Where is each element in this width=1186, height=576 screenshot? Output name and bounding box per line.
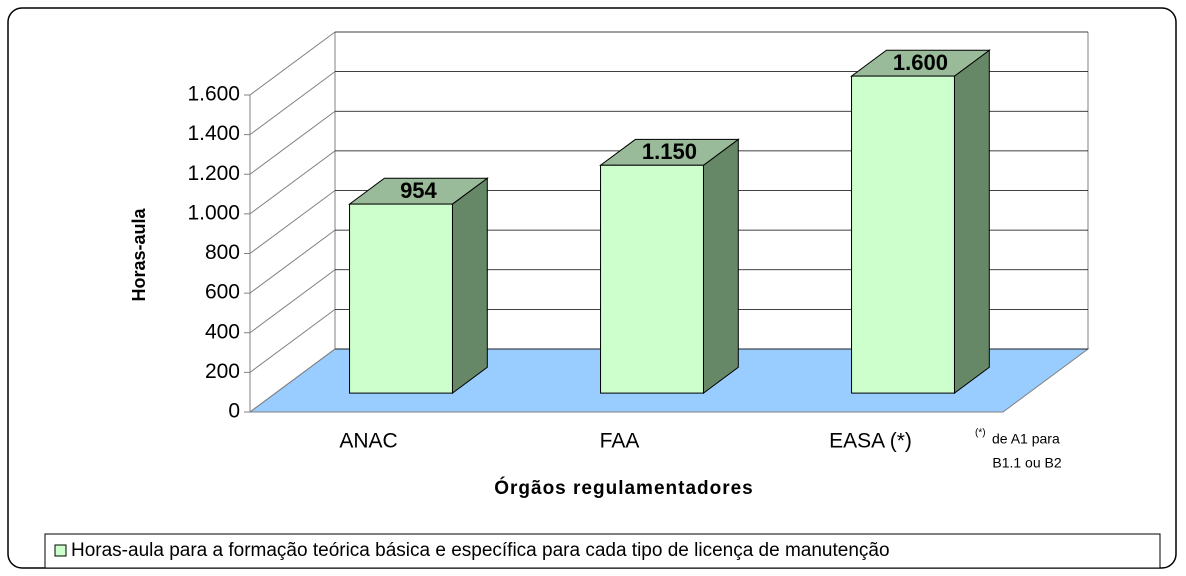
bar xyxy=(851,75,955,394)
legend-box xyxy=(44,533,1161,569)
grid-line xyxy=(249,71,336,136)
x-tick-label: EASA (*) xyxy=(829,430,912,453)
bar-side xyxy=(953,49,990,395)
y-tick-label: 1.000 xyxy=(187,201,240,224)
y-tick-label: 1.600 xyxy=(187,83,240,106)
legend-swatch xyxy=(54,544,67,557)
bar-side xyxy=(702,138,739,395)
y-tick-label: 0 xyxy=(228,400,240,423)
y-tick-label: 400 xyxy=(205,320,240,343)
grid-line xyxy=(249,150,336,215)
y-tick-label: 1.400 xyxy=(187,122,240,145)
grid-line xyxy=(249,110,336,175)
y-tick-label: 600 xyxy=(205,281,240,304)
annotation: B1.1 ou B2 xyxy=(992,455,1061,471)
bar xyxy=(600,164,704,394)
x-axis-label: Órgãos regulamentadores xyxy=(494,477,754,499)
y-tick-label: 800 xyxy=(205,241,240,264)
value-label: 1.600 xyxy=(893,50,948,75)
value-label: 1.150 xyxy=(642,139,697,164)
grid-line xyxy=(249,190,336,254)
annotation-mark: (*) xyxy=(975,428,986,439)
grid-line xyxy=(249,31,336,96)
grid-line xyxy=(249,308,336,373)
annotation: de A1 para xyxy=(992,431,1060,447)
bar xyxy=(349,203,453,394)
value-label: 954 xyxy=(400,178,437,203)
grid-line xyxy=(249,269,336,334)
legend-label: Horas-aula para a formação teórica básic… xyxy=(71,540,890,561)
x-tick-label: ANAC xyxy=(339,430,397,453)
y-tick-label: 1.200 xyxy=(187,162,240,185)
grid-line xyxy=(249,229,336,294)
grid-line xyxy=(249,348,336,413)
bar-side xyxy=(451,177,488,395)
y-axis-label: Horas-aula xyxy=(129,208,149,302)
y-tick-label: 200 xyxy=(205,360,240,383)
x-tick-label: FAA xyxy=(600,430,640,453)
